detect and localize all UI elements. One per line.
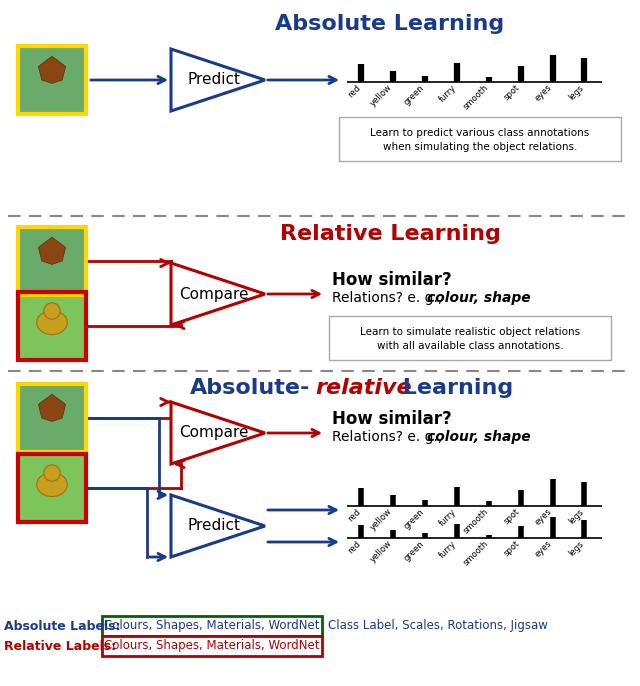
Text: Predict: Predict [188, 519, 241, 534]
Text: legs: legs [567, 539, 586, 558]
Text: smooth: smooth [461, 539, 490, 567]
Text: How similar?: How similar? [332, 271, 452, 289]
FancyBboxPatch shape [102, 636, 322, 656]
Text: yellow: yellow [369, 507, 394, 532]
Bar [18, 227, 86, 295]
Text: Relations? e. g.,: Relations? e. g., [332, 291, 451, 305]
Circle shape [44, 465, 60, 481]
Polygon shape [38, 56, 65, 84]
Text: Absolute-: Absolute- [189, 378, 310, 398]
Polygon shape [171, 49, 265, 111]
Text: legs: legs [567, 83, 586, 102]
Text: green: green [403, 83, 426, 107]
Text: yellow: yellow [369, 83, 394, 108]
Text: Learn to simulate realistic object relations: Learn to simulate realistic object relat… [360, 327, 580, 337]
Text: when simulating the object relations.: when simulating the object relations. [383, 142, 577, 152]
Bar [18, 384, 86, 452]
Text: spot: spot [502, 83, 522, 102]
Text: furry: furry [437, 507, 458, 528]
Text: red: red [346, 539, 362, 555]
FancyBboxPatch shape [339, 117, 621, 161]
Text: green: green [403, 539, 426, 563]
Text: furry: furry [437, 83, 458, 104]
Text: smooth: smooth [461, 507, 490, 536]
Circle shape [44, 303, 60, 319]
Polygon shape [38, 237, 65, 264]
Text: legs: legs [567, 507, 586, 525]
Bar [18, 292, 86, 360]
Text: How similar?: How similar? [332, 410, 452, 428]
Text: colour, shape: colour, shape [427, 291, 531, 305]
Text: with all available class annotations.: with all available class annotations. [377, 341, 563, 351]
Text: smooth: smooth [461, 83, 490, 112]
Text: Relations? e. g.,: Relations? e. g., [332, 430, 451, 444]
Bar [18, 292, 86, 360]
Text: Relative Labels:: Relative Labels: [4, 639, 116, 652]
Text: Learn to predict various class annotations: Learn to predict various class annotatio… [371, 128, 589, 138]
Polygon shape [171, 402, 265, 464]
Polygon shape [171, 263, 265, 325]
Text: Relative Learning: Relative Learning [280, 224, 500, 244]
Text: colour, shape: colour, shape [427, 430, 531, 444]
Text: Class Label, Scales, Rotations, Jigsaw: Class Label, Scales, Rotations, Jigsaw [328, 619, 548, 632]
Ellipse shape [36, 311, 67, 335]
Text: Compare: Compare [179, 425, 249, 440]
Text: eyes: eyes [533, 539, 554, 559]
Text: relative: relative [315, 378, 412, 398]
Ellipse shape [36, 473, 67, 497]
Bar [18, 46, 86, 114]
Text: red: red [346, 83, 362, 99]
Text: Predict: Predict [188, 73, 241, 88]
Text: Compare: Compare [179, 287, 249, 302]
Polygon shape [171, 495, 265, 557]
Text: Learning: Learning [395, 378, 513, 398]
FancyBboxPatch shape [102, 616, 322, 636]
FancyBboxPatch shape [329, 316, 611, 360]
Text: eyes: eyes [533, 83, 554, 104]
Bar [18, 454, 86, 522]
Text: Colours, Shapes, Materials, WordNet: Colours, Shapes, Materials, WordNet [104, 619, 320, 632]
Text: green: green [403, 507, 426, 531]
Bar [18, 454, 86, 522]
Text: Absolute Learning: Absolute Learning [275, 14, 504, 34]
Text: red: red [346, 507, 362, 523]
Bar [18, 384, 86, 452]
Text: eyes: eyes [533, 507, 554, 528]
Text: furry: furry [437, 539, 458, 560]
Polygon shape [38, 394, 65, 421]
Text: Colours, Shapes, Materials, WordNet: Colours, Shapes, Materials, WordNet [104, 639, 320, 652]
Bar [18, 227, 86, 295]
Text: yellow: yellow [369, 539, 394, 565]
Text: Absolute Labels:: Absolute Labels: [4, 619, 120, 632]
Bar [18, 46, 86, 114]
Text: spot: spot [502, 507, 522, 526]
Text: spot: spot [502, 539, 522, 558]
